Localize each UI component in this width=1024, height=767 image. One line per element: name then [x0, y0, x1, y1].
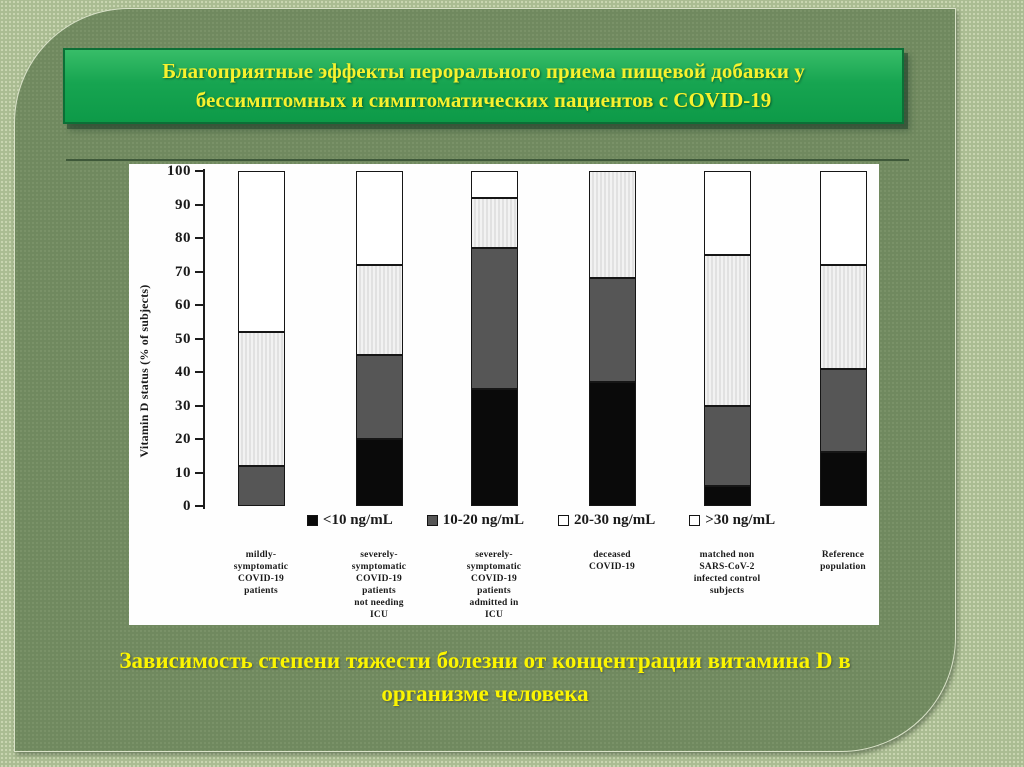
separator-line	[66, 159, 909, 161]
y-tick-label: 40	[175, 364, 191, 380]
bar-segment	[237, 331, 285, 466]
bar-segment	[470, 197, 518, 249]
y-tick-mark	[195, 404, 203, 407]
legend-swatch-icon	[689, 515, 701, 526]
category-label: deceased COVID-19	[589, 550, 635, 572]
bar-segment	[237, 171, 285, 332]
y-tick-mark	[195, 304, 203, 306]
legend-swatch-icon	[306, 515, 318, 526]
legend-label: 20-30 ng/mL	[574, 512, 656, 528]
y-tick-mark	[195, 170, 203, 172]
y-tick-label: 60	[175, 297, 191, 313]
bar-segment	[819, 368, 867, 453]
category-label: matched non SARS-CoV-2 infected control …	[693, 550, 761, 596]
category-label: severely- symptomatic COVID-19 patients …	[351, 550, 407, 620]
bar-segment	[355, 171, 403, 265]
bar-segment	[355, 355, 403, 439]
y-tick-mark	[195, 337, 203, 340]
y-tick-label: 100	[167, 163, 191, 179]
legend-item: 20-30 ng/mL	[558, 512, 655, 529]
bar-segment	[703, 485, 751, 506]
legend-item: >30 ng/mL	[689, 512, 775, 529]
bar-segment	[588, 382, 636, 506]
y-tick-label: 90	[175, 196, 191, 213]
bar-segment	[703, 254, 751, 406]
bar-segment	[588, 278, 636, 383]
y-tick-mark	[195, 505, 203, 507]
bar-segment	[470, 388, 518, 506]
legend-item: <10 ng/mL	[306, 512, 393, 529]
legend-label: >30 ng/mL	[705, 512, 776, 528]
y-axis-line	[203, 169, 205, 509]
bar-segment	[470, 171, 518, 198]
slide-title-line2: бессимптомных и симптоматических пациент…	[195, 88, 772, 112]
y-tick-mark	[195, 438, 203, 440]
bar-segment	[819, 452, 867, 506]
y-tick-label: 10	[175, 464, 191, 481]
slide-panel: Благоприятные эффекты перорального прием…	[14, 8, 956, 752]
bar-segment	[237, 465, 285, 506]
y-tick-label: 70	[175, 263, 191, 280]
y-tick-label: 0	[183, 498, 191, 514]
legend-swatch-icon	[426, 515, 438, 526]
y-tick-mark	[195, 237, 203, 239]
vitamin-d-stacked-bar-chart: Vitamin D status (% of subjects) 0 10 20 30 4…	[129, 164, 879, 625]
y-tick-mark	[195, 371, 203, 373]
legend-label: 10-20 ng/mL	[442, 512, 524, 528]
y-tick-label: 30	[175, 397, 191, 414]
slide-title-banner: Благоприятные эффекты перорального прием…	[63, 48, 904, 124]
slide-caption: Зависимость степени тяжести болезни от к…	[15, 644, 955, 710]
category-label: mildly- symptomatic COVID-19 patients	[233, 550, 289, 596]
bar-segment	[588, 171, 636, 279]
bar-segment	[470, 248, 518, 389]
category-label: severely- symptomatic COVID-19 patients …	[466, 550, 522, 620]
caption-line2: организме человека	[381, 681, 589, 706]
category-label: Reference population	[820, 550, 866, 572]
y-tick-label: 50	[175, 330, 191, 347]
chart-legend: <10 ng/mL 10-20 ng/mL 20-30 ng/mL >30 ng/mL	[203, 512, 879, 529]
bar-segment	[819, 264, 867, 369]
bar-segment	[703, 171, 751, 255]
y-tick-label: 80	[175, 230, 191, 246]
legend-item: 10-20 ng/mL	[426, 512, 524, 529]
y-tick-mark	[195, 203, 203, 206]
slide-title-line1: Благоприятные эффекты перорального прием…	[162, 59, 805, 83]
bar-segment	[703, 405, 751, 486]
bar-segment	[819, 171, 867, 265]
y-tick-label: 20	[175, 431, 191, 447]
caption-line1: Зависимость степени тяжести болезни от к…	[119, 648, 851, 673]
y-tick-mark	[195, 270, 203, 273]
legend-swatch-icon	[558, 515, 569, 526]
bar-segment	[355, 439, 403, 506]
legend-label: <10 ng/mL	[322, 512, 393, 528]
bar-segment	[355, 264, 403, 356]
y-tick-mark	[195, 471, 203, 474]
